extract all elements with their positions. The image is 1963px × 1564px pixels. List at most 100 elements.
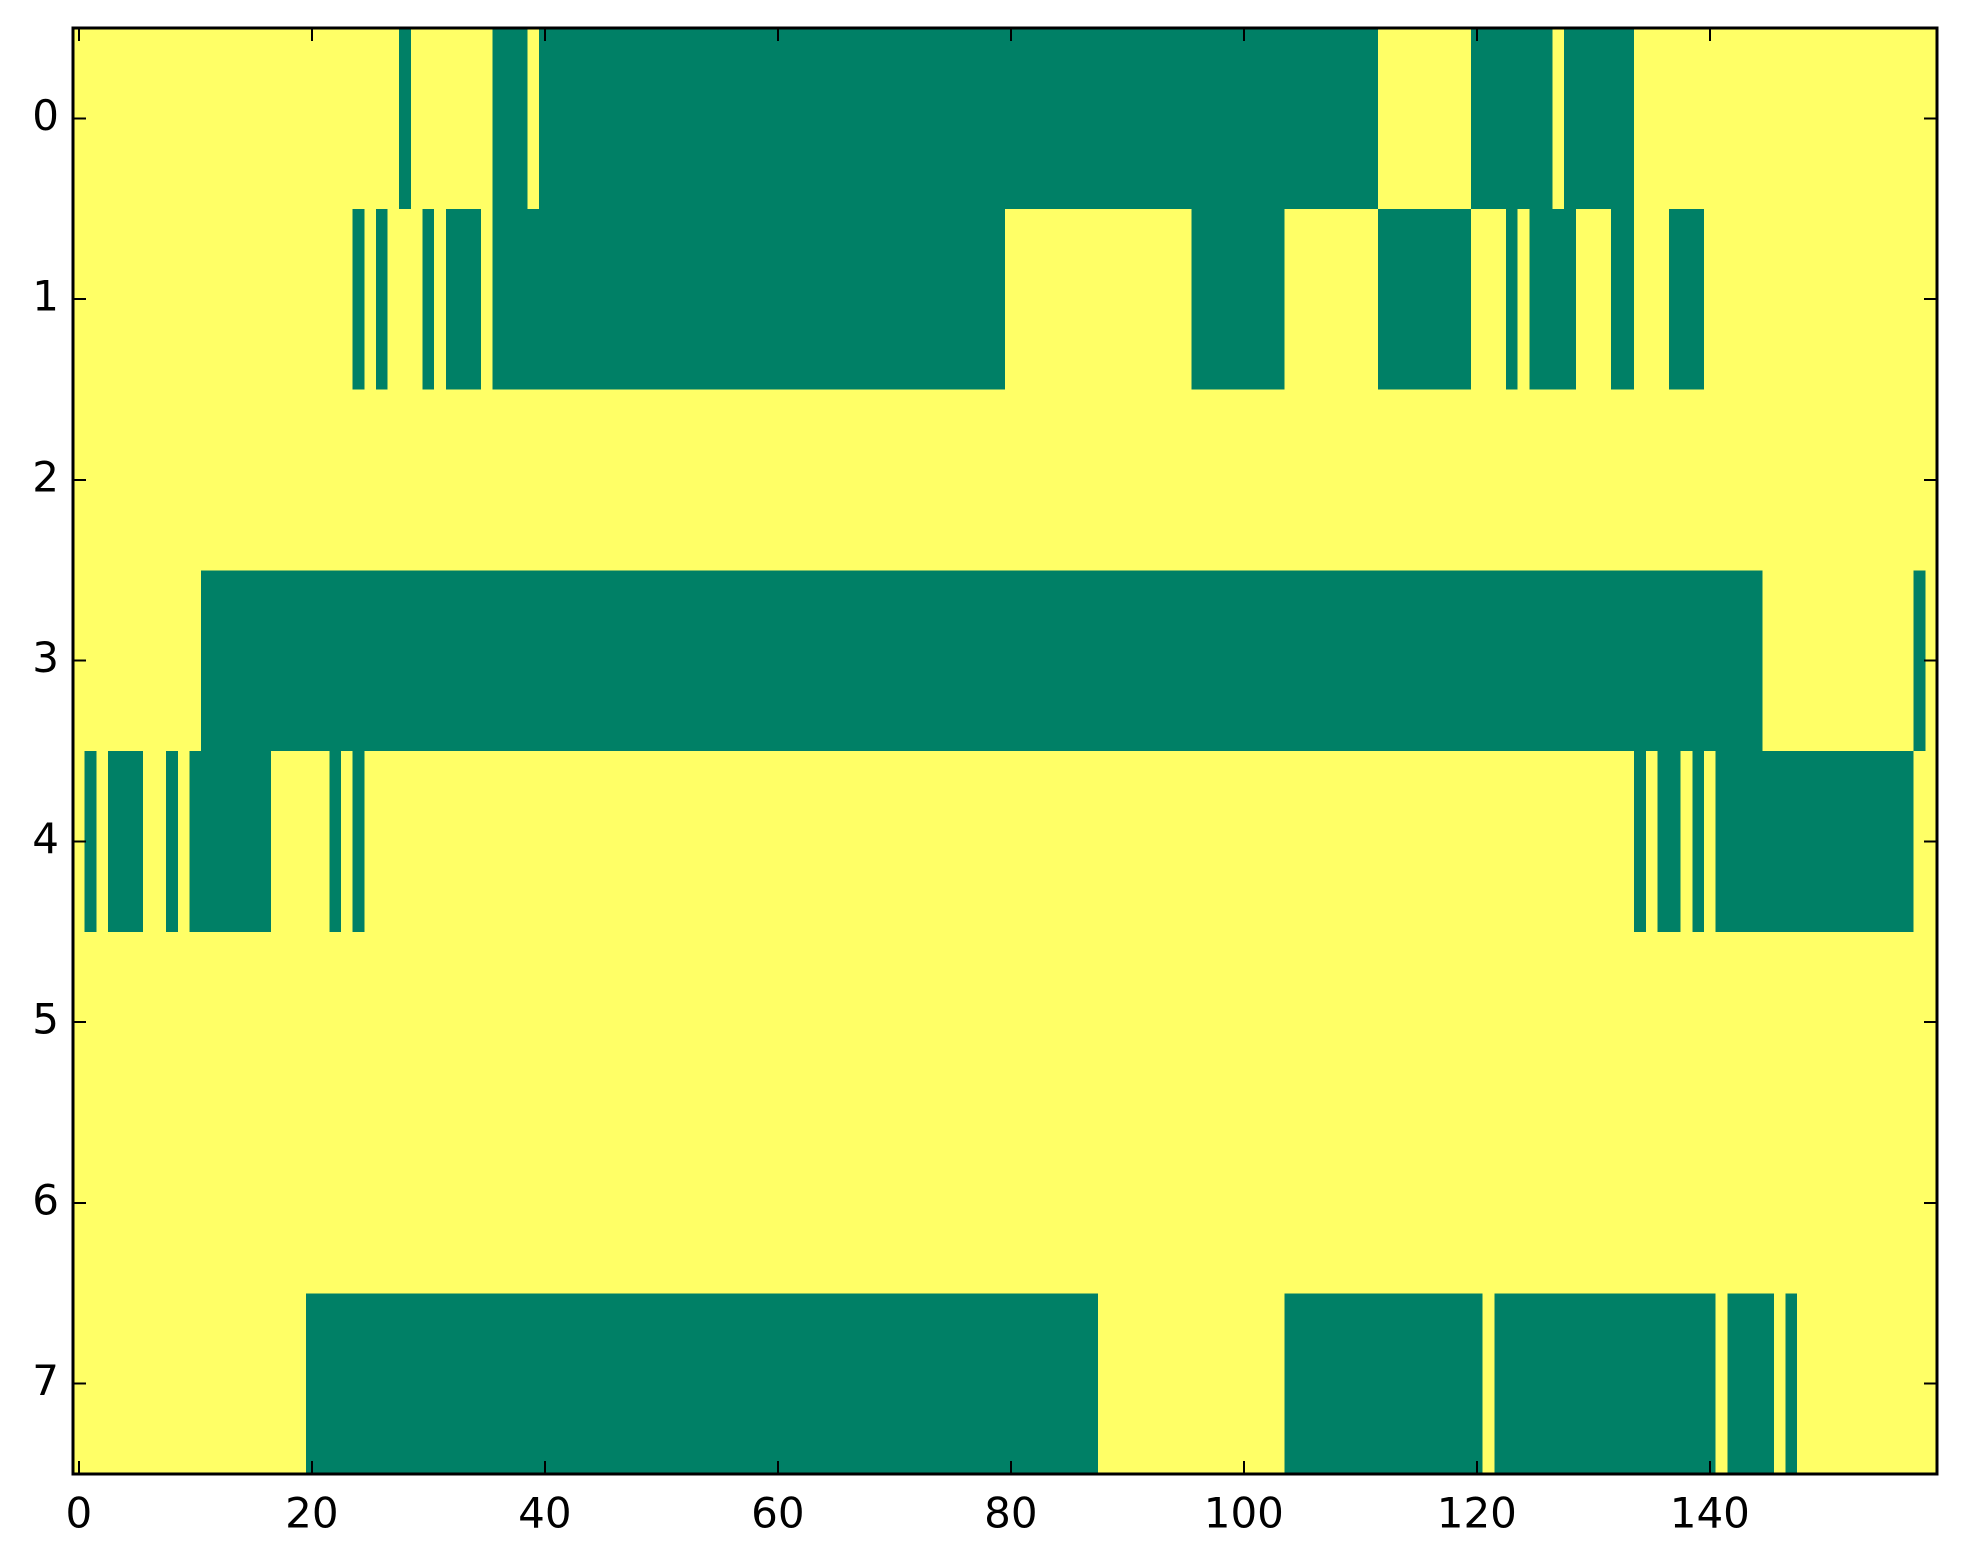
cell [1680,751,1693,933]
cell [1669,389,1682,571]
cell [1436,1293,1449,1475]
cell [410,1112,424,1294]
cell [1494,208,1507,391]
cell [865,1293,878,1475]
cell [981,570,994,752]
cell [783,389,796,571]
cell [107,570,121,752]
cell [189,389,202,571]
cell [1610,208,1624,391]
cell [900,751,913,933]
cell [1610,1293,1624,1475]
cell [387,931,400,1114]
cell [970,751,983,933]
cell [772,389,785,571]
cell [1424,931,1437,1114]
cell [632,208,645,391]
cell [632,28,645,210]
cell [1529,751,1542,933]
cell [1692,208,1705,391]
cell [1098,1112,1111,1294]
cell [911,389,925,571]
cell [1342,28,1356,210]
cell [573,1293,587,1475]
cell [1785,389,1798,571]
cell [1086,1112,1099,1294]
cell [329,931,342,1114]
cell [1575,1293,1589,1475]
cell [1599,1293,1612,1475]
cell [1168,570,1181,752]
cell [865,28,878,210]
cell [655,208,668,391]
cell [142,208,156,391]
cell [1855,751,1868,933]
cell [1133,1112,1146,1294]
cell [1179,751,1192,933]
cell [1342,1112,1356,1294]
cell [597,389,610,571]
cell [841,208,855,391]
cell [1692,931,1705,1114]
cell [1622,1293,1635,1475]
cell [1773,1293,1787,1475]
cell [259,208,272,391]
cell [1005,570,1018,752]
cell [399,208,412,391]
cell [504,1112,517,1294]
cell [96,1112,109,1294]
cell [189,28,202,210]
cell [1692,1112,1705,1294]
cell [667,751,680,933]
cell [713,751,726,933]
cell [515,1112,528,1294]
cell [1540,389,1554,571]
cell [1517,1112,1530,1294]
cell [410,570,424,752]
cell [1249,1112,1262,1294]
cell [783,28,796,210]
cell [1261,1293,1274,1475]
cell [387,1293,400,1475]
cell [1179,208,1192,391]
cell [1319,1112,1332,1294]
cell [352,28,365,210]
cell [935,28,948,210]
cell [1238,1293,1251,1475]
cell [154,208,167,391]
cell [1902,931,1915,1114]
cell [317,751,330,933]
cell [1878,28,1891,210]
cell [131,208,144,391]
cell [1529,1112,1542,1294]
cell [655,931,668,1114]
cell [562,1293,575,1475]
cell [1704,570,1717,752]
cell [853,28,866,210]
cell [841,751,855,933]
cell [434,931,447,1114]
cell [1389,1293,1402,1475]
cell [1715,28,1728,210]
cell [306,28,319,210]
cell [1552,931,1565,1114]
cell [853,751,866,933]
cell [387,389,400,571]
cell [772,208,785,391]
cell [1750,751,1763,933]
cell [1249,208,1262,391]
cell [492,208,505,391]
cell [364,1112,377,1294]
cell [1168,931,1181,1114]
cell [1051,751,1064,933]
cell [340,751,354,933]
cell [702,1112,715,1294]
cell [1482,208,1495,391]
cell [1843,751,1857,933]
cell [923,28,936,210]
cell [1296,208,1309,391]
cell [1133,931,1146,1114]
cell [806,1293,820,1475]
cell [212,389,226,571]
